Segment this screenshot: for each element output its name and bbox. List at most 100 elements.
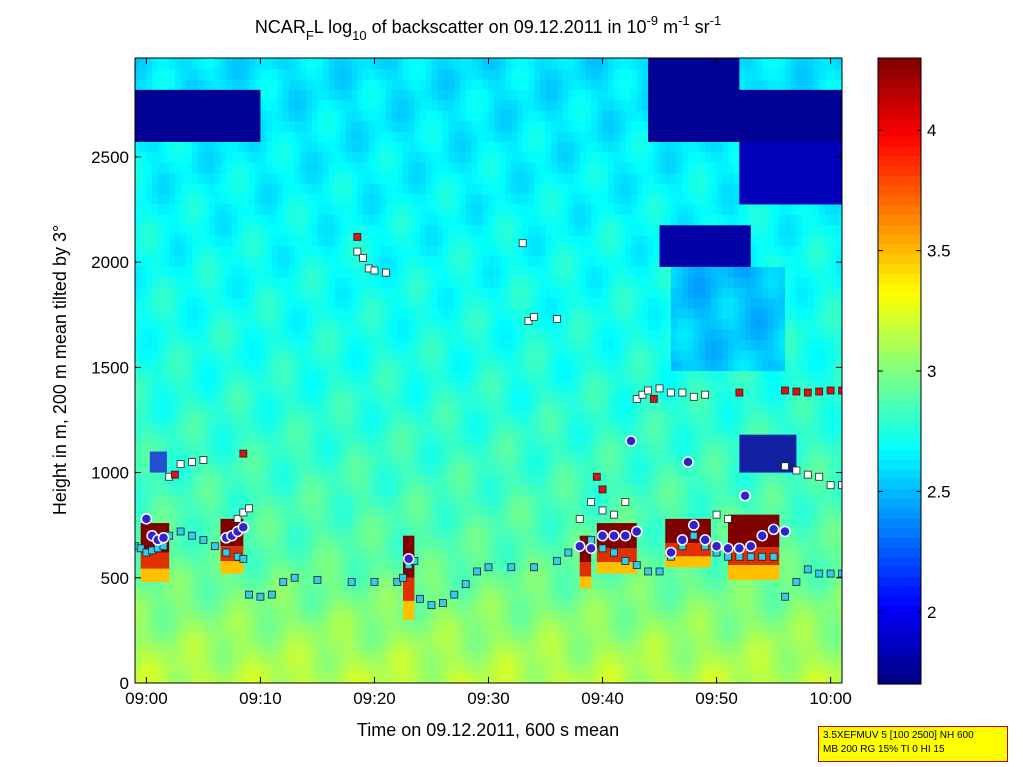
- white-square-marker: [644, 386, 653, 395]
- cyan-square-marker: [239, 554, 248, 563]
- cyan-square-marker: [610, 548, 618, 557]
- y-tick-label: 1000: [91, 464, 129, 483]
- white-square-marker: [838, 481, 842, 490]
- circle-marker: [699, 534, 711, 546]
- white-square-marker: [667, 388, 675, 397]
- cyan-square-marker: [136, 544, 145, 553]
- white-square-marker: [598, 506, 607, 515]
- red-square-marker: [598, 485, 607, 494]
- circle-marker: [688, 519, 700, 531]
- cyan-square-marker: [689, 531, 698, 540]
- white-square-marker: [701, 390, 710, 399]
- cyan-square-marker: [188, 531, 196, 540]
- cyan-square-marker: [792, 578, 801, 586]
- cyan-square-marker: [438, 599, 447, 607]
- y-tick-label: 2000: [91, 253, 129, 272]
- cyan-square-marker: [621, 557, 630, 565]
- red-square-marker: [838, 386, 842, 395]
- white-square-marker: [724, 514, 732, 523]
- cyan-square-marker: [553, 557, 561, 565]
- cyan-square-marker: [655, 567, 664, 576]
- circle-marker: [619, 529, 632, 542]
- x-tick-label: 09:00: [125, 689, 168, 708]
- circle-marker: [756, 529, 768, 542]
- white-square-marker: [530, 312, 539, 321]
- x-axis-label: Time on 09.12.2011, 600 s mean: [357, 720, 619, 740]
- white-square-marker: [638, 390, 647, 399]
- cyan-square-marker: [530, 563, 539, 572]
- cyan-square-marker: [644, 567, 653, 576]
- white-square-marker: [553, 315, 561, 323]
- y-tick-label: 1500: [91, 358, 129, 377]
- cyan-square-marker: [399, 573, 407, 582]
- x-axis: 09:00 09:10 09:20 09:30 09:40 09:50 10:00: [125, 58, 852, 708]
- white-square-marker: [233, 514, 242, 523]
- cyan-square-marker: [838, 569, 842, 578]
- circle-marker: [779, 525, 791, 538]
- white-square-marker: [826, 481, 835, 490]
- white-square-marker: [524, 317, 533, 325]
- circle-marker: [402, 553, 415, 565]
- cyan-square-marker: [393, 578, 402, 586]
- marker-layer: [135, 232, 842, 610]
- circle-marker: [682, 456, 694, 468]
- colorbar-ticks: 2 2.5 3 3.5 4: [878, 121, 951, 622]
- red-square-marker: [353, 232, 362, 241]
- plot-area: [135, 58, 842, 683]
- circle-marker: [745, 540, 757, 552]
- red-square-marker: [792, 387, 801, 396]
- cyan-square-marker: [199, 536, 208, 544]
- red-square-marker: [649, 395, 658, 403]
- cyan-square-marker: [267, 590, 276, 599]
- white-square-marker: [815, 472, 824, 481]
- white-square-marker: [359, 254, 367, 262]
- circle-marker: [710, 540, 723, 552]
- white-square-marker: [575, 514, 584, 523]
- colorbar-tick-label: 4: [927, 121, 936, 140]
- cyan-square-marker: [507, 563, 516, 572]
- info-line-2: MB 200 RG 15% TI 0 HI 15: [823, 744, 945, 755]
- cyan-square-marker: [347, 578, 356, 586]
- cyan-square-marker: [256, 592, 265, 601]
- cyan-square-marker: [598, 544, 607, 553]
- y-tick-label: 0: [120, 674, 129, 693]
- x-tick-label: 09:10: [239, 689, 282, 708]
- white-square-marker: [176, 460, 185, 469]
- red-square-marker: [592, 472, 601, 481]
- circle-marker: [722, 542, 734, 555]
- white-square-marker: [587, 498, 596, 506]
- cyan-square-marker: [416, 594, 424, 603]
- circle-marker: [676, 534, 689, 546]
- cyan-square-marker: [313, 575, 322, 584]
- colorbar-tick-label: 3.5: [927, 242, 951, 261]
- cyan-square-marker: [758, 552, 767, 561]
- colorbar-tick-label: 2: [927, 603, 936, 622]
- white-square-marker: [678, 388, 687, 397]
- circle-marker: [140, 513, 153, 525]
- red-square-marker: [826, 386, 835, 395]
- circle-marker: [739, 489, 751, 502]
- circle-marker: [157, 532, 170, 544]
- colorbar-tick-label: 2.5: [927, 482, 951, 501]
- white-square-marker: [518, 239, 527, 248]
- y-tick-label: 500: [101, 569, 129, 588]
- cyan-square-marker: [746, 552, 755, 561]
- white-square-marker: [370, 266, 379, 275]
- cyan-square-marker: [279, 578, 288, 586]
- x-tick-label: 09:40: [581, 689, 624, 708]
- cyan-square-marker: [632, 561, 641, 570]
- red-square-marker: [815, 387, 824, 396]
- info-line-1: 3.5XEFMUV 5 [100 2500] NH 600: [823, 730, 974, 741]
- white-square-marker: [655, 384, 664, 393]
- white-square-marker: [381, 268, 390, 277]
- cyan-square-marker: [587, 536, 596, 544]
- cyan-square-marker: [290, 573, 299, 582]
- circle-marker: [585, 542, 597, 555]
- x-tick-label: 10:00: [809, 689, 852, 708]
- cyan-square-marker: [461, 580, 470, 588]
- colorbar-gradient: [878, 58, 921, 685]
- white-square-marker: [803, 470, 812, 479]
- circle-marker: [630, 525, 643, 538]
- white-square-marker: [792, 466, 801, 475]
- white-square-marker: [712, 510, 721, 519]
